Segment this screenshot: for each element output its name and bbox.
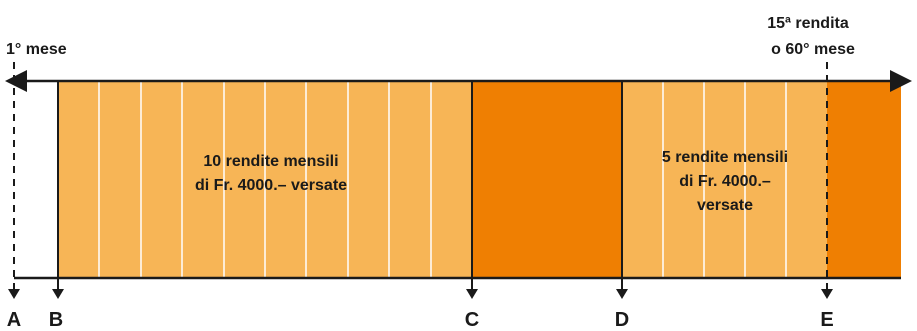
marker-d-arrow-icon <box>616 289 628 299</box>
marker-e-arrow-icon <box>821 289 833 299</box>
marker-a-arrow-icon <box>8 289 20 299</box>
block2-label-line2: di Fr. 4000.– <box>679 173 771 190</box>
block1-label-line2: di Fr. 4000.– versate <box>195 177 347 194</box>
block1-label-line1: 10 rendite mensili <box>203 153 338 170</box>
remaining-block <box>827 81 901 278</box>
marker-label-d: D <box>615 309 629 331</box>
marker-label-e: E <box>820 309 833 331</box>
left-arrowhead-icon <box>5 70 27 92</box>
marker-d <box>616 81 628 299</box>
block2-label-line3: versate <box>697 197 753 214</box>
end-label-line1: 15ª rendita <box>767 15 849 32</box>
marker-b-arrow-icon <box>52 289 64 299</box>
timeline-arrow <box>5 70 912 92</box>
start-label: 1° mese <box>6 41 67 58</box>
marker-c <box>466 81 478 299</box>
marker-label-b: B <box>49 309 63 331</box>
marker-label-c: C <box>465 309 479 331</box>
block2-label-line1: 5 rendite mensili <box>662 149 788 166</box>
marker-b <box>52 81 64 299</box>
monthly-dividers <box>98 81 787 278</box>
marker-a <box>8 62 20 299</box>
right-arrowhead-icon <box>890 70 912 92</box>
paid-rents-block-2 <box>622 81 827 278</box>
marker-label-a: A <box>7 309 21 331</box>
marker-e <box>821 62 833 299</box>
end-label-line2: o 60° mese <box>771 41 855 58</box>
gap-block <box>472 81 622 278</box>
marker-c-arrow-icon <box>466 289 478 299</box>
